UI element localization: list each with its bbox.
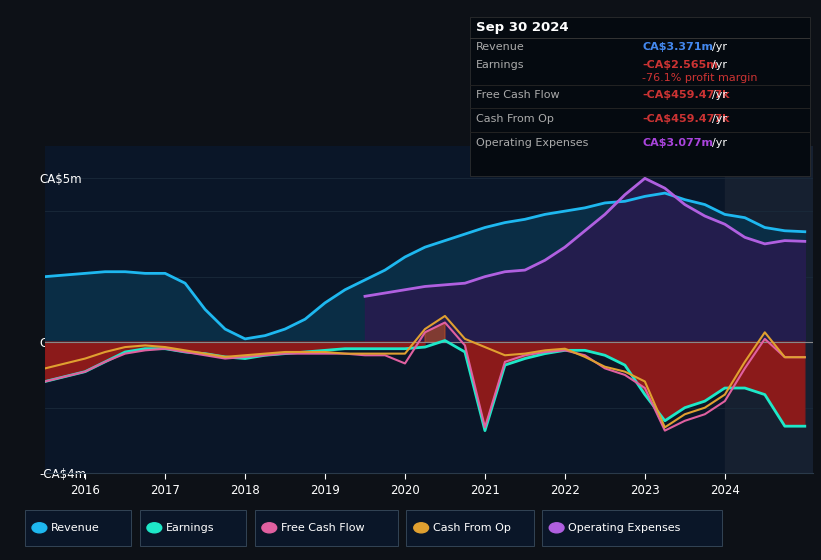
Text: Revenue: Revenue [476, 42, 525, 52]
Text: Operating Expenses: Operating Expenses [476, 138, 589, 148]
Text: CA$3.077m: CA$3.077m [642, 138, 713, 148]
Text: /yr: /yr [712, 60, 727, 71]
Text: Revenue: Revenue [51, 523, 99, 533]
Text: Operating Expenses: Operating Expenses [568, 523, 681, 533]
Text: Earnings: Earnings [476, 60, 525, 71]
Text: /yr: /yr [712, 90, 727, 100]
Text: Earnings: Earnings [166, 523, 214, 533]
Text: Cash From Op: Cash From Op [476, 114, 554, 124]
Text: -CA$2.565m: -CA$2.565m [642, 60, 718, 71]
Text: CA$3.371m: CA$3.371m [642, 42, 713, 52]
Text: /yr: /yr [712, 42, 727, 52]
Text: -CA$459.477k: -CA$459.477k [642, 114, 730, 124]
Text: Free Cash Flow: Free Cash Flow [476, 90, 560, 100]
Text: Sep 30 2024: Sep 30 2024 [476, 21, 569, 34]
Text: /yr: /yr [712, 114, 727, 124]
Bar [725, 146, 821, 473]
Text: /yr: /yr [712, 138, 727, 148]
Text: Cash From Op: Cash From Op [433, 523, 511, 533]
Text: -76.1% profit margin: -76.1% profit margin [642, 73, 758, 83]
Text: -CA$459.477k: -CA$459.477k [642, 90, 730, 100]
Text: Free Cash Flow: Free Cash Flow [281, 523, 365, 533]
